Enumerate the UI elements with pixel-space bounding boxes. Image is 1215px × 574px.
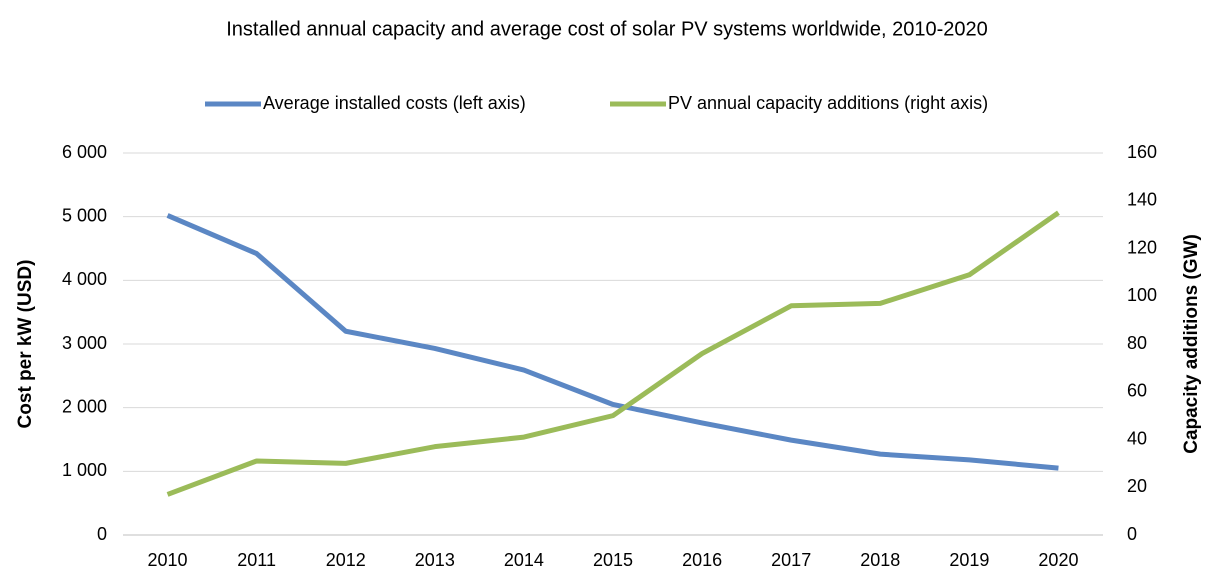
y-tick-label: 3 000	[62, 333, 107, 353]
y2-tick-label: 160	[1127, 142, 1157, 162]
legend-label: PV annual capacity additions (right axis…	[668, 93, 988, 113]
x-tick-label: 2020	[1038, 550, 1078, 570]
x-tick-label: 2017	[771, 550, 811, 570]
x-tick-label: 2015	[593, 550, 633, 570]
y2-tick-label: 0	[1127, 524, 1137, 544]
x-tick-label: 2018	[860, 550, 900, 570]
series-line	[166, 210, 1060, 497]
x-tick-label: 2019	[949, 550, 989, 570]
y-tick-label: 6 000	[62, 142, 107, 162]
x-tick-label: 2010	[148, 550, 188, 570]
x-tick-label: 2011	[237, 550, 276, 570]
y2-tick-label: 100	[1127, 285, 1157, 305]
x-tick-label: 2013	[415, 550, 455, 570]
chart-title: Installed annual capacity and average co…	[226, 18, 988, 40]
y2-tick-label: 60	[1127, 381, 1147, 401]
x-tick-label: 2014	[504, 550, 544, 570]
y-tick-label: 5 000	[62, 205, 107, 225]
y2-tick-label: 120	[1127, 237, 1157, 257]
y2-tick-label: 40	[1127, 428, 1147, 448]
y-tick-label: 2 000	[62, 396, 107, 416]
y2-axis-title: Capacity additions (GW)	[1181, 234, 1202, 454]
x-tick-label: 2016	[682, 550, 722, 570]
y-tick-label: 1 000	[62, 460, 107, 480]
y-axis-title: Cost per kW (USD)	[15, 260, 36, 429]
y2-tick-label: 80	[1127, 333, 1147, 353]
y2-tick-label: 140	[1127, 190, 1157, 210]
y-tick-label: 4 000	[62, 269, 107, 289]
legend-label: Average installed costs (left axis)	[263, 93, 526, 113]
series-line	[166, 213, 1059, 471]
y2-tick-label: 20	[1127, 476, 1147, 496]
y-tick-label: 0	[97, 524, 107, 544]
x-tick-label: 2012	[326, 550, 366, 570]
